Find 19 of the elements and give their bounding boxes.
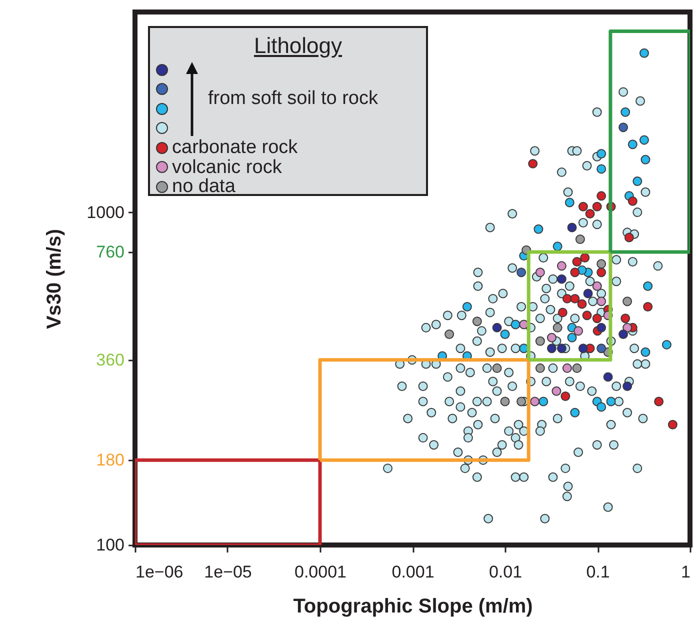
x-tick-label: 0.001 <box>392 562 434 582</box>
y-tick-label: 1000 <box>86 202 124 222</box>
x-tick-label: 1e−06 <box>136 562 184 582</box>
legend-label: volcanic rock <box>171 156 283 178</box>
x-tick-label: 0.1 <box>586 562 610 582</box>
annotation: from soft soil to rock <box>208 88 378 110</box>
x-axis-title: Topographic Slope (m/m) <box>293 596 533 618</box>
x-tick-label: 0.01 <box>488 562 522 582</box>
y-tick-label: 360 <box>96 350 124 370</box>
y-tick-label: 100 <box>96 536 124 554</box>
y-axis-title: Vs30 (m/s) <box>44 228 66 330</box>
x-tick-label: 1 <box>681 562 690 582</box>
y-tick-label: 180 <box>96 450 124 470</box>
x-tick-label: 1e−05 <box>204 562 252 582</box>
legend-label: carbonate rock <box>171 137 299 158</box>
legend-label: no data <box>171 176 236 197</box>
y-tick-label: 760 <box>96 242 124 262</box>
legend-title: Lithology <box>252 32 344 60</box>
x-tick-label: 0.0001 <box>294 562 346 582</box>
